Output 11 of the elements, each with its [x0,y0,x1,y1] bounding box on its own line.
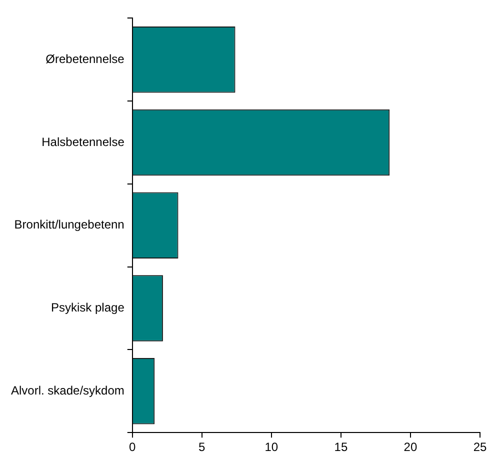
y-tick-label: Bronkitt/lungebetenn [14,218,124,232]
x-tick-label: 10 [264,440,278,454]
y-tick-label: Alvorl. skade/sykdom [11,383,124,398]
x-tick-label: 15 [334,440,348,454]
x-tick-label: 25 [473,440,487,454]
y-tick-label: Halsbetennelse [42,134,125,149]
y-tick-label: Ørebetennelse [46,52,125,66]
x-tick-label: 20 [404,440,418,454]
x-tick-label: 5 [198,440,206,454]
y-tick-label: Psykisk plage [51,300,125,315]
x-tick-label: 0 [129,440,136,454]
